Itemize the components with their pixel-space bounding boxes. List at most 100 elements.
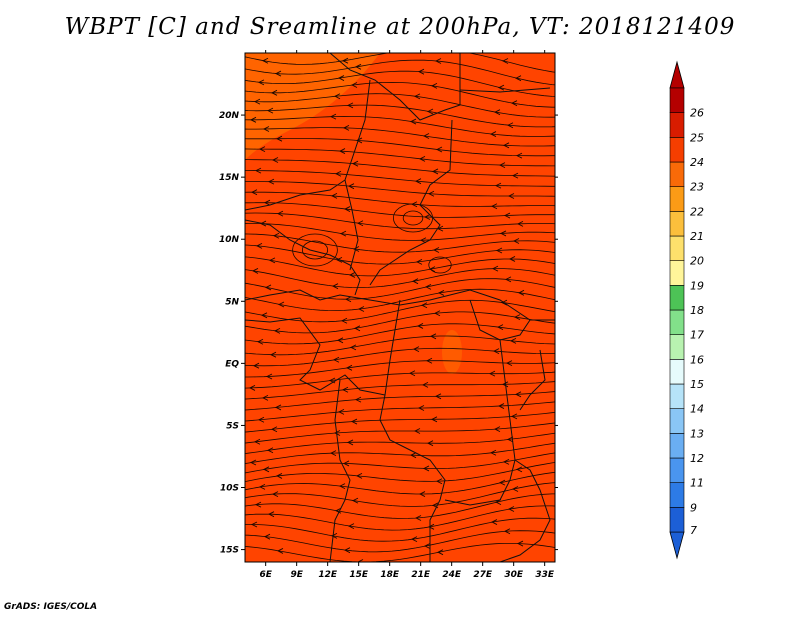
streamline (245, 268, 555, 289)
streamline-arrow (502, 142, 510, 149)
streamline-arrow (490, 203, 498, 210)
streamline-arrow (356, 220, 364, 227)
streamline-arrow (349, 344, 357, 351)
streamline-arrow (347, 183, 355, 190)
streamline-arrow (353, 325, 361, 332)
streamline-arrow (501, 58, 509, 64)
streamline-arrow (357, 306, 365, 312)
streamline-arrow (502, 458, 510, 465)
streamline-arrow (423, 214, 431, 220)
colorbar-label: 18 (690, 304, 704, 317)
colorbar-label: 7 (690, 524, 697, 537)
streamline-arrow (417, 68, 425, 75)
streamline-arrow (331, 283, 339, 290)
streamline-arrow (329, 450, 337, 457)
streamline-arrow (427, 190, 435, 197)
colorbar-label: 20 (690, 255, 704, 268)
streamline-arrow (252, 362, 260, 369)
wbpt-warm-patch-north (245, 53, 380, 160)
colorbar-label: 21 (690, 230, 704, 243)
streamline-arrow (267, 511, 275, 518)
streamline-arrow (415, 258, 423, 265)
streamline (245, 517, 555, 542)
colorbar: 7 9 11 12 13 14 15 16 17 18 19 20 21 22 23 24 25 26 (669, 60, 704, 560)
streamline-arrow (254, 167, 262, 174)
streamline-arrow (254, 501, 262, 508)
colorbar-label: 13 (690, 427, 704, 440)
map-area (244, 52, 556, 563)
streamline-arrow (496, 324, 504, 331)
streamline (245, 442, 555, 464)
streamline-arrow (257, 79, 265, 86)
streamline-arrow (350, 82, 358, 88)
streamline-arrow (341, 386, 349, 393)
colorbar-swatch (669, 235, 685, 261)
streamline-arrow (501, 381, 509, 388)
streamline (245, 530, 555, 553)
colorbar-upper-arrow (669, 60, 685, 89)
lat-tick-label: 10S (220, 484, 239, 494)
streamline (245, 452, 555, 474)
streamline-arrow (427, 523, 435, 530)
streamline-arrow (514, 391, 522, 398)
streamline-arrow (434, 58, 442, 64)
streamline-arrow (435, 478, 443, 485)
colorbar-swatch (669, 482, 685, 508)
streamline-arrow (350, 418, 358, 425)
colorbar-swatch (669, 433, 685, 459)
map-axes: 6E 9E 12E 15E 18E 21E 24E 27E 30E 33E 20N 15N 10N 5N E… (219, 50, 558, 580)
map-frame (244, 52, 556, 563)
streamline-arrow (253, 438, 261, 445)
streamline (245, 299, 555, 323)
streamline-arrow (491, 265, 499, 272)
streamline-arrow (411, 278, 419, 285)
streamline-arrow (340, 317, 348, 324)
streamline-arrow (266, 447, 274, 454)
streamline (245, 170, 555, 187)
streamline-eddy (428, 256, 452, 274)
streamline-arrow (271, 491, 279, 498)
streamline-arrow (434, 393, 442, 400)
streamline-eddy (402, 210, 424, 226)
wbpt-warm-patch-central (442, 330, 462, 374)
lon-tick-label: 24E (442, 570, 462, 580)
streamline-arrow (273, 327, 281, 334)
streamline-arrow (508, 256, 516, 262)
streamline-arrow (497, 84, 505, 91)
streamline-arrow (261, 57, 269, 64)
lat-tick-label: 15N (219, 173, 240, 183)
colorbar-label: 19 (690, 279, 704, 292)
streamline (245, 493, 555, 519)
colorbar-swatch (669, 285, 685, 311)
streamline-arrow (419, 237, 427, 244)
colorbar-swatch (669, 359, 685, 385)
streamline-arrow (329, 113, 337, 120)
streamline-arrow (248, 385, 256, 391)
lon-tick-label: 33E (535, 570, 555, 580)
streamline-arrow (494, 182, 502, 189)
streamline-arrow (512, 238, 520, 244)
streamline-arrow (263, 533, 271, 540)
streamline-arrow (343, 547, 351, 554)
streamline-arrow (498, 162, 506, 169)
colorbar-swatch (669, 211, 685, 237)
streamline (245, 138, 555, 157)
streamline-arrow (488, 370, 496, 377)
streamline-arrow (264, 284, 272, 291)
streamline-arrow (505, 360, 513, 367)
colorbar-swatch (669, 112, 685, 138)
colorbar-swatch (669, 334, 685, 360)
streamline-arrow (431, 168, 439, 175)
streamline-arrow (345, 364, 353, 371)
streamline-arrow (493, 109, 501, 116)
streamline (245, 148, 555, 167)
streamline-arrow (346, 102, 354, 109)
streamline (245, 93, 555, 118)
lat-tick-label: 5S (226, 421, 239, 431)
streamline-arrow (410, 536, 418, 543)
streamline (245, 202, 555, 218)
streamline (245, 543, 555, 562)
streamline (245, 127, 555, 147)
streamline-arrow (333, 93, 341, 100)
streamline (245, 223, 555, 241)
